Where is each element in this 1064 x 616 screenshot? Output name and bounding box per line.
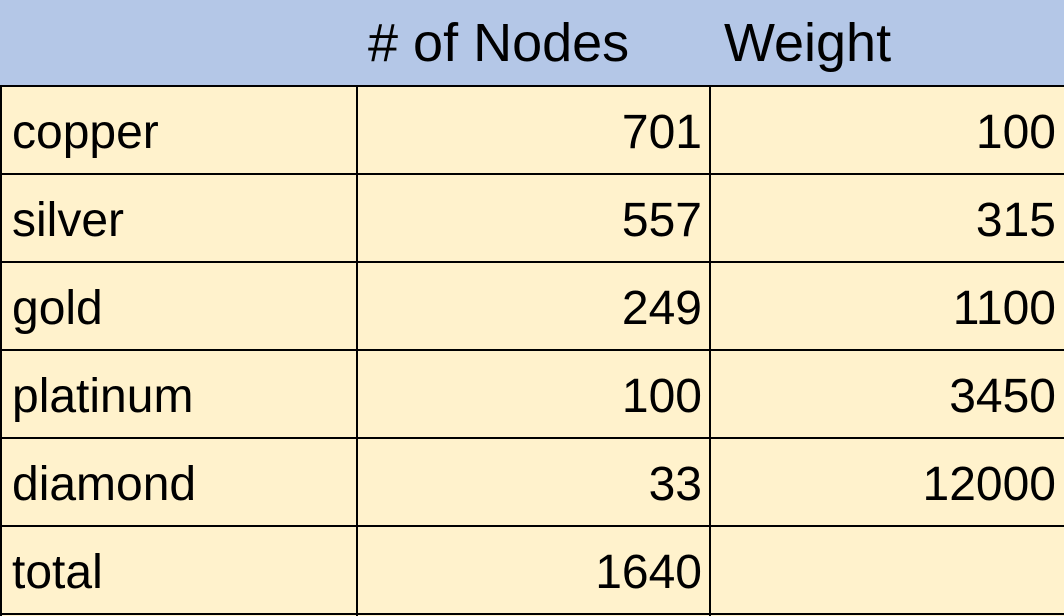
- grid-line-vertical: [709, 86, 711, 616]
- row-label: silver: [12, 194, 125, 247]
- column-header-nodes: # of Nodes: [368, 13, 630, 73]
- nodes-value: 1640: [595, 546, 702, 599]
- grid-line-horizontal: [0, 613, 1064, 615]
- grid-line-horizontal: [0, 261, 1064, 263]
- grid-line-vertical: [0, 86, 2, 616]
- row-label: copper: [12, 106, 159, 159]
- row-label: diamond: [12, 458, 197, 511]
- grid-line-horizontal: [0, 437, 1064, 439]
- weight-value: 3450: [949, 370, 1056, 423]
- table-row-gold: gold 249 1100: [0, 262, 1064, 350]
- table-header: # of Nodes Weight: [0, 0, 1064, 86]
- weight-value: 100: [975, 106, 1056, 159]
- table-row-copper: copper 701 100: [0, 86, 1064, 174]
- nodes-value: 100: [621, 370, 702, 423]
- grid-line-horizontal: [0, 173, 1064, 175]
- weight-value: 1100: [952, 282, 1056, 335]
- weight-value: 315: [975, 194, 1056, 247]
- nodes-value: 557: [621, 194, 702, 247]
- table-row-platinum: platinum 100 3450: [0, 350, 1064, 438]
- grid-line-horizontal: [0, 525, 1064, 527]
- nodes-value: 249: [621, 282, 702, 335]
- table-row-silver: silver 557 315: [0, 174, 1064, 262]
- grid-line-horizontal: [0, 349, 1064, 351]
- table-body: copper 701 100 silver 557 315 gold 249 1…: [0, 86, 1064, 616]
- weight-value: [712, 526, 1056, 614]
- row-label: platinum: [12, 370, 194, 423]
- row-label: total: [12, 546, 103, 599]
- grid-line-horizontal: [0, 85, 1064, 87]
- grid-line-vertical: [356, 86, 358, 616]
- nodes-value: 701: [621, 106, 702, 159]
- weight-value: 12000: [922, 458, 1056, 511]
- table-row-diamond: diamond 33 12000: [0, 438, 1064, 526]
- table-row-total: total 1640: [0, 526, 1064, 614]
- nodes-value: 33: [648, 458, 702, 511]
- row-label: gold: [12, 282, 103, 335]
- column-header-weight: Weight: [724, 13, 892, 73]
